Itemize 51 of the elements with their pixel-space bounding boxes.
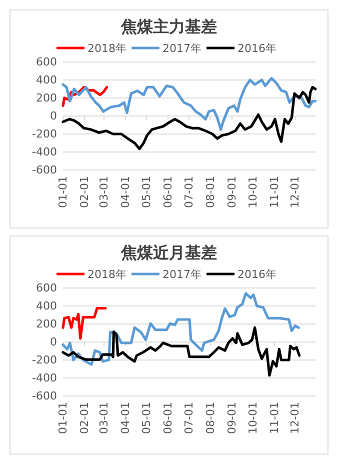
line-series [62, 326, 301, 377]
chart-title: 焦煤近月基差 [120, 243, 217, 262]
x-tick-label: 03-01 [98, 402, 111, 434]
x-tick-label: 09-01 [225, 176, 238, 208]
x-tick-label: 04-01 [119, 402, 132, 434]
y-tick-label: 0 [50, 110, 57, 122]
x-tick-label: 02-01 [78, 176, 92, 208]
y-tick-label: 400 [36, 74, 57, 86]
x-tick-label: 12-01 [288, 402, 302, 434]
y-tick-label: -400 [32, 372, 57, 384]
legend-label: 2017年 [162, 268, 202, 281]
y-tick-label: 200 [36, 318, 57, 330]
x-tick-label: 01-01 [56, 402, 70, 434]
legend-label: 2016年 [238, 42, 276, 55]
y-tick-label: -400 [32, 146, 57, 158]
x-tick-label: 07-01 [182, 402, 196, 434]
line-series [62, 76, 317, 131]
x-tick-label: 04-01 [119, 176, 132, 208]
y-tick-label: -600 [32, 390, 57, 402]
x-tick-label: 05-01 [140, 402, 153, 434]
x-tick-label: 11-01 [268, 176, 281, 208]
x-tick-label: 10-01 [246, 176, 260, 208]
x-tick-label: 11-01 [268, 402, 281, 434]
legend-label: 2016年 [238, 268, 276, 281]
legend-label: 2018年 [88, 268, 126, 281]
line-series [62, 86, 317, 150]
x-tick-label: 07-01 [182, 176, 196, 208]
x-tick-label: 06-01 [161, 176, 174, 208]
legend-label: 2017年 [162, 42, 202, 55]
y-tick-label: -600 [32, 164, 57, 176]
x-tick-label: 12-01 [288, 176, 302, 208]
x-tick-label: 02-01 [78, 402, 92, 434]
line-series [62, 306, 107, 340]
line-series [62, 292, 300, 366]
y-tick-label: 0 [50, 336, 57, 348]
y-tick-label: 200 [36, 92, 57, 104]
x-tick-label: 01-01 [56, 176, 70, 208]
x-tick-label: 03-01 [98, 176, 111, 208]
x-tick-label: 08-01 [204, 176, 217, 208]
x-tick-label: 06-01 [161, 402, 174, 434]
x-tick-label: 09-01 [225, 402, 238, 434]
x-tick-label: 05-01 [140, 176, 153, 208]
chart-title: 焦煤主力基差 [120, 17, 217, 36]
y-tick-label: 400 [36, 300, 57, 312]
legend-label: 2018年 [88, 42, 126, 55]
x-tick-label: 08-01 [204, 402, 217, 434]
y-tick-label: 600 [36, 282, 57, 294]
x-tick-label: 10-01 [246, 402, 260, 434]
y-tick-label: -200 [32, 354, 57, 366]
y-tick-label: -200 [32, 128, 57, 140]
y-tick-label: 600 [36, 56, 57, 68]
